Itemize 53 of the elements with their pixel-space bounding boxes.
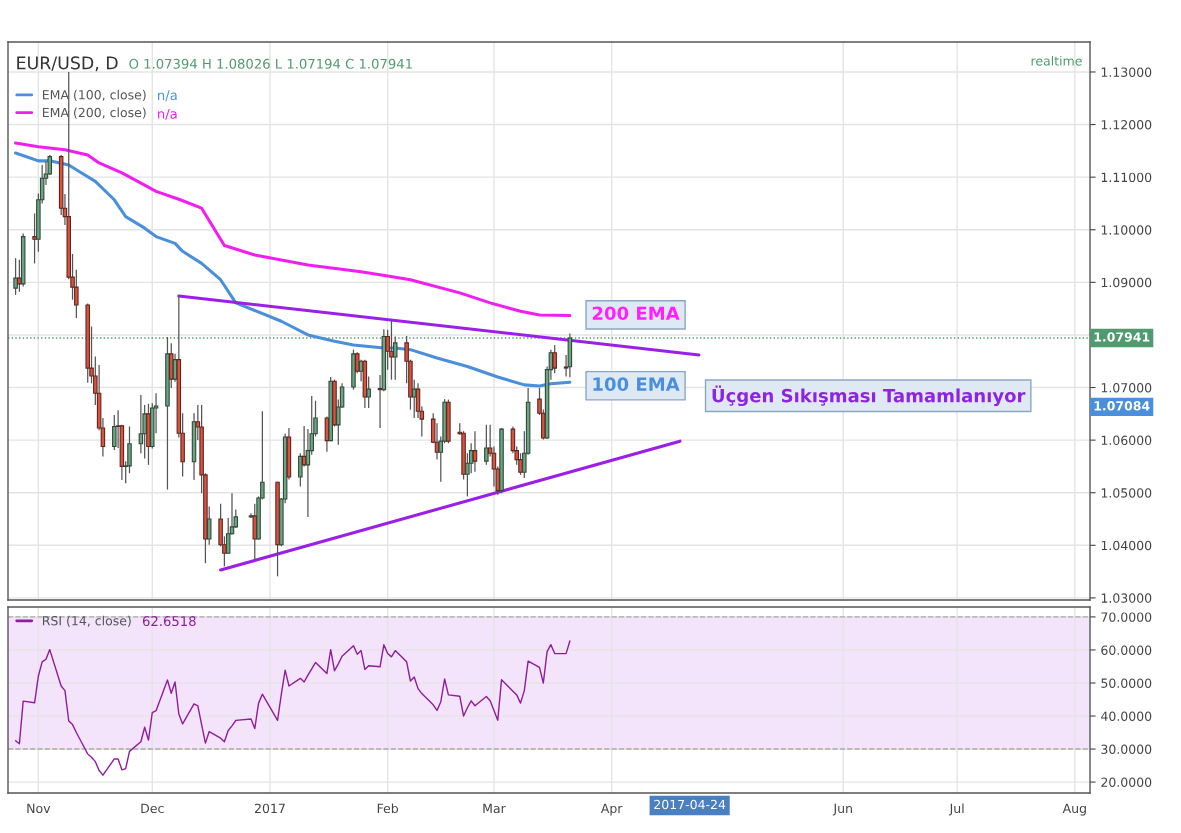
x-tick-label: Aug: [1062, 803, 1086, 816]
annotation: Üçgen Sıkışması Tamamlanıyor: [712, 385, 1026, 407]
candlestick: [552, 344, 557, 374]
y-tick-label: 1.04000: [1101, 540, 1152, 551]
text: EUR/USD, D: [17, 56, 118, 72]
y-tick-label: 1.09000: [1101, 277, 1152, 288]
y-tick-label: 1.12000: [1101, 120, 1152, 130]
candlestick: [13, 257, 18, 296]
line-series: [14, 151, 572, 388]
annotation: 62.6518: [142, 616, 196, 627]
line-series: [14, 640, 571, 776]
x-tick-label: Jun: [832, 803, 852, 816]
y-tick-label: 1.06000: [1101, 435, 1152, 446]
y-tick-label: 1.07000: [1101, 383, 1152, 393]
annotation: 100 EMA: [593, 377, 680, 391]
text: 2017-04-24: [654, 799, 726, 810]
annotation: O 1.07394 H 1.08026 L 1.07194 C 1.07941: [129, 58, 412, 69]
y-tick-label: 1.11000: [1101, 172, 1152, 183]
y-tick-label: 60.0000: [1101, 645, 1152, 655]
x-tick-label: Apr: [600, 803, 623, 816]
annotation: 200 EMA: [592, 306, 680, 321]
y-tick-label: 30.0000: [1101, 744, 1152, 754]
candlestick: [206, 505, 212, 546]
y-tick-label: 20.0000: [1101, 777, 1152, 788]
y-tick-label: 1.10000: [1101, 225, 1152, 235]
candlestick: [411, 379, 417, 419]
x-tick-label: 2017: [254, 803, 285, 814]
text: 1.07084: [1094, 401, 1150, 411]
x-tick-label: Dec: [141, 803, 164, 814]
candlestick: [484, 424, 489, 466]
annotation: n/a: [158, 90, 177, 102]
line-series: [14, 141, 572, 318]
annotation: realtime: [1031, 55, 1082, 66]
y-tick-label: 1.13000: [1101, 67, 1152, 77]
candlestick: [389, 319, 394, 381]
y-tick-label: 1.03000: [1101, 593, 1152, 603]
legend-label: RSI (14, close): [42, 615, 131, 627]
candlestick: [366, 375, 371, 409]
x-tick-label: Feb: [377, 803, 399, 814]
y-tick-label: 50.0000: [1101, 678, 1152, 688]
x-tick-label: Mar: [483, 803, 506, 814]
candlestick: [358, 359, 364, 382]
candlestick: [32, 212, 37, 265]
y-tick-label: 70.0000: [1101, 612, 1152, 622]
x-tick-label: Jul: [948, 803, 964, 816]
annotation: n/a: [158, 108, 177, 120]
ref-line-label: 1.07941: [1094, 332, 1150, 342]
x-tick-label: Nov: [27, 803, 51, 814]
y-tick-label: 1.05000: [1101, 488, 1152, 498]
candlestick: [472, 430, 478, 473]
candlestick: [112, 414, 117, 451]
y-tick-label: 40.0000: [1101, 711, 1152, 721]
candlestick: [17, 259, 22, 293]
